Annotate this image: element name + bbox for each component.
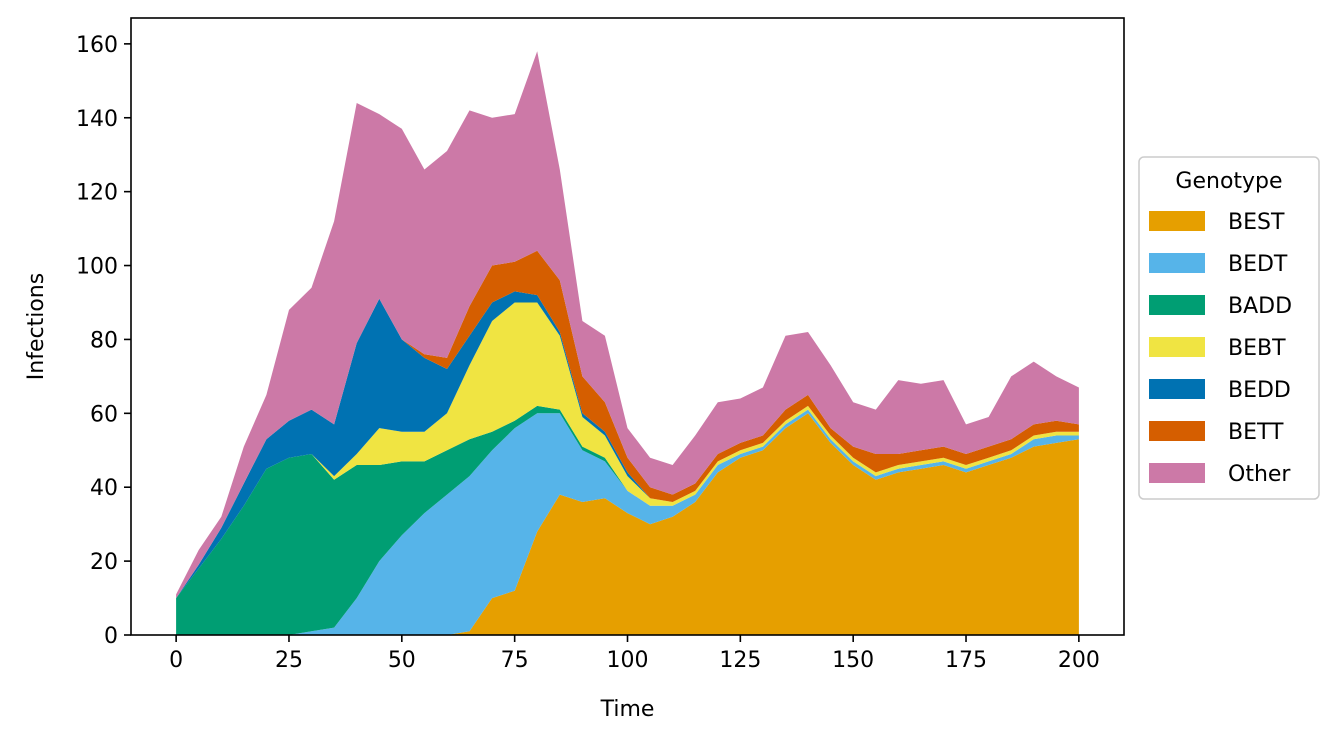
legend-label-best: BEST (1228, 210, 1285, 235)
y-tick-label: 80 (90, 328, 118, 353)
legend-swatch-bebt (1149, 337, 1205, 357)
legend-swatch-bedt (1149, 253, 1205, 273)
x-axis: 0 25 50 75 100 125 150 175 200 (169, 635, 1100, 673)
legend-box (1138, 156, 1320, 500)
legend: Genotype BEST BEDT BADD BEBT BEDD BETT Other (1138, 156, 1320, 500)
legend-label-bedt: BEDT (1228, 252, 1288, 277)
legend-swatch-bedd (1149, 379, 1205, 399)
y-tick-label: 140 (76, 107, 118, 132)
area-bedd (176, 291, 1079, 599)
legend-swatch-badd (1149, 295, 1205, 315)
x-tick-label: 0 (169, 648, 183, 673)
area-other (176, 51, 1079, 599)
legend-swatch-other (1149, 463, 1205, 483)
legend-label-bett: BETT (1228, 420, 1284, 445)
y-tick-label: 120 (76, 181, 118, 206)
area-bedt (176, 409, 1079, 635)
x-tick-label: 25 (275, 648, 303, 673)
area-badd (176, 405, 1079, 635)
x-tick-label: 75 (501, 648, 529, 673)
legend-label-other: Other (1228, 462, 1291, 487)
legend-label-bebt: BEBT (1228, 336, 1286, 361)
x-tick-label: 175 (945, 648, 987, 673)
y-axis: 0 20 40 60 80 100 120 140 160 (76, 33, 131, 649)
legend-swatch-best (1149, 211, 1205, 231)
x-tick-label: 150 (832, 648, 874, 673)
legend-swatch-bett (1149, 421, 1205, 441)
y-tick-label: 20 (90, 550, 118, 575)
x-axis-label: Time (600, 697, 655, 722)
legend-items: BEST BEDT BADD BEBT BEDD BETT Other (1149, 210, 1292, 487)
y-axis-label: Infections (24, 273, 49, 380)
y-tick-label: 160 (76, 33, 118, 58)
y-tick-label: 60 (90, 402, 118, 427)
legend-label-bedd: BEDD (1228, 378, 1291, 403)
x-tick-label: 125 (719, 648, 761, 673)
y-tick-label: 100 (76, 255, 118, 280)
x-tick-label: 50 (388, 648, 416, 673)
legend-title: Genotype (1175, 169, 1282, 194)
x-tick-label: 200 (1058, 648, 1100, 673)
area-best (176, 413, 1079, 635)
x-tick-label: 100 (607, 648, 649, 673)
y-tick-label: 0 (104, 624, 118, 649)
area-layers (176, 51, 1079, 635)
legend-label-badd: BADD (1228, 294, 1292, 319)
y-tick-label: 40 (90, 476, 118, 501)
